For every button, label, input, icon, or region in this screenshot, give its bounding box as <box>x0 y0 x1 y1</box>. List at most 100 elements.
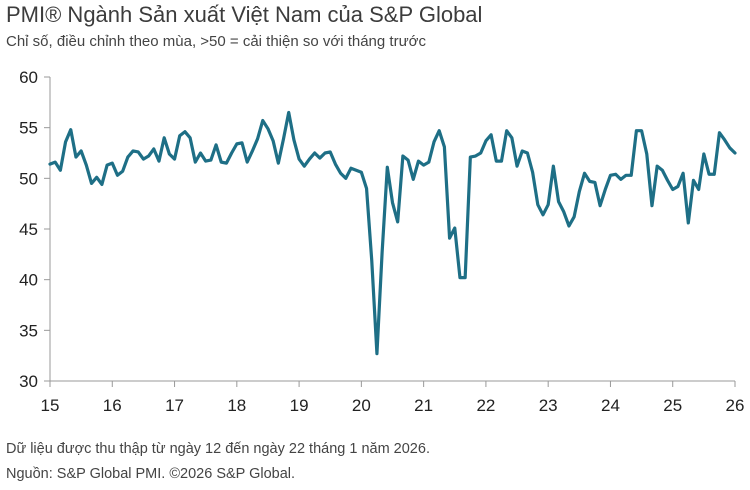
x-axis: 15 16 17 18 19 20 21 22 23 24 25 26 <box>41 380 744 415</box>
data-point <box>500 160 503 162</box>
data-point <box>713 173 716 176</box>
data-point <box>723 139 726 141</box>
data-point <box>350 167 352 169</box>
data-point <box>573 216 575 218</box>
data-point <box>448 237 451 239</box>
data-point <box>386 166 389 168</box>
data-point <box>132 150 134 152</box>
data-point <box>189 137 191 139</box>
source-note: Nguồn: S&P Global PMI. ©2026 S&P Global. <box>6 466 296 482</box>
data-point <box>635 129 638 132</box>
data-point <box>729 147 731 149</box>
data-point <box>656 165 658 167</box>
x-tick-label: 24 <box>601 396 620 415</box>
series-layer <box>48 110 737 356</box>
data-point <box>422 164 425 166</box>
data-point <box>49 163 51 165</box>
data-point <box>578 190 581 193</box>
data-point <box>474 155 477 157</box>
data-point <box>734 152 736 154</box>
data-point <box>645 153 648 155</box>
chart-title: PMI® Ngành Sản xuất Việt Nam của S&P Glo… <box>6 2 483 27</box>
data-point <box>552 165 555 167</box>
data-point <box>625 174 627 177</box>
data-point <box>614 173 617 176</box>
data-point <box>708 173 710 176</box>
data-point <box>443 146 446 148</box>
x-tick-label: 25 <box>663 396 682 415</box>
data-point <box>417 160 420 162</box>
data-point <box>682 172 684 175</box>
data-point <box>313 152 316 154</box>
data-point <box>298 158 300 160</box>
data-point <box>557 200 560 203</box>
x-tick-label: 17 <box>165 396 184 415</box>
data-point <box>407 159 409 161</box>
y-tick-label: 30 <box>19 372 38 391</box>
data-point <box>215 144 217 146</box>
chart-subtitle: Chỉ số, điều chỉnh theo mùa, >50 = cải t… <box>6 33 426 50</box>
data-point <box>339 172 342 175</box>
data-point <box>69 128 72 131</box>
data-point <box>246 161 248 163</box>
data-point <box>158 160 160 162</box>
x-tick-label: 21 <box>414 396 433 415</box>
data-point <box>267 127 269 130</box>
y-tick-label: 40 <box>19 271 38 290</box>
data-point <box>485 140 487 142</box>
data-point <box>604 188 607 191</box>
data-point <box>687 222 690 224</box>
data-point <box>547 203 549 206</box>
data-point <box>370 259 373 262</box>
data-point <box>671 188 674 191</box>
y-tick-label: 45 <box>19 220 38 239</box>
data-point <box>537 203 539 206</box>
data-point <box>376 352 378 355</box>
data-point <box>428 161 430 163</box>
data-point <box>173 158 176 160</box>
data-point <box>220 161 223 163</box>
x-tick-label: 23 <box>539 396 558 415</box>
data-point <box>225 162 228 164</box>
data-point <box>163 137 165 139</box>
data-point <box>236 143 238 145</box>
data-point <box>661 169 664 172</box>
data-point <box>355 169 357 172</box>
data-point <box>511 137 513 139</box>
data-point <box>101 183 103 186</box>
x-tick-label: 15 <box>41 396 60 415</box>
data-point <box>469 156 472 158</box>
x-tick-label: 16 <box>103 396 122 415</box>
data-point <box>178 134 181 137</box>
data-point <box>697 188 700 191</box>
data-point <box>293 139 295 141</box>
data-point <box>360 171 363 174</box>
data-point <box>147 155 150 157</box>
y-axis: 30 35 40 45 50 55 60 <box>19 68 51 391</box>
data-point <box>199 152 202 154</box>
data-point <box>412 178 415 181</box>
data-point <box>251 150 254 152</box>
data-point <box>204 160 207 162</box>
data-point <box>583 172 586 175</box>
data-point <box>640 129 643 132</box>
data-point <box>59 169 62 172</box>
x-tick-label: 22 <box>476 396 495 415</box>
data-point <box>184 130 186 133</box>
data-point <box>324 152 326 154</box>
data-point <box>609 174 612 177</box>
data-point <box>666 179 669 182</box>
y-tick-label: 50 <box>19 169 38 188</box>
data-point <box>80 150 82 152</box>
data-point <box>391 201 394 204</box>
data-point <box>588 180 591 183</box>
y-tick-label: 55 <box>19 119 38 138</box>
data-point <box>490 133 492 136</box>
data-point <box>277 162 280 164</box>
data-point <box>116 174 119 177</box>
data-point <box>121 170 124 173</box>
data-point <box>168 153 171 155</box>
data-point <box>562 210 565 213</box>
data-point <box>630 174 633 177</box>
data-point <box>329 151 332 153</box>
